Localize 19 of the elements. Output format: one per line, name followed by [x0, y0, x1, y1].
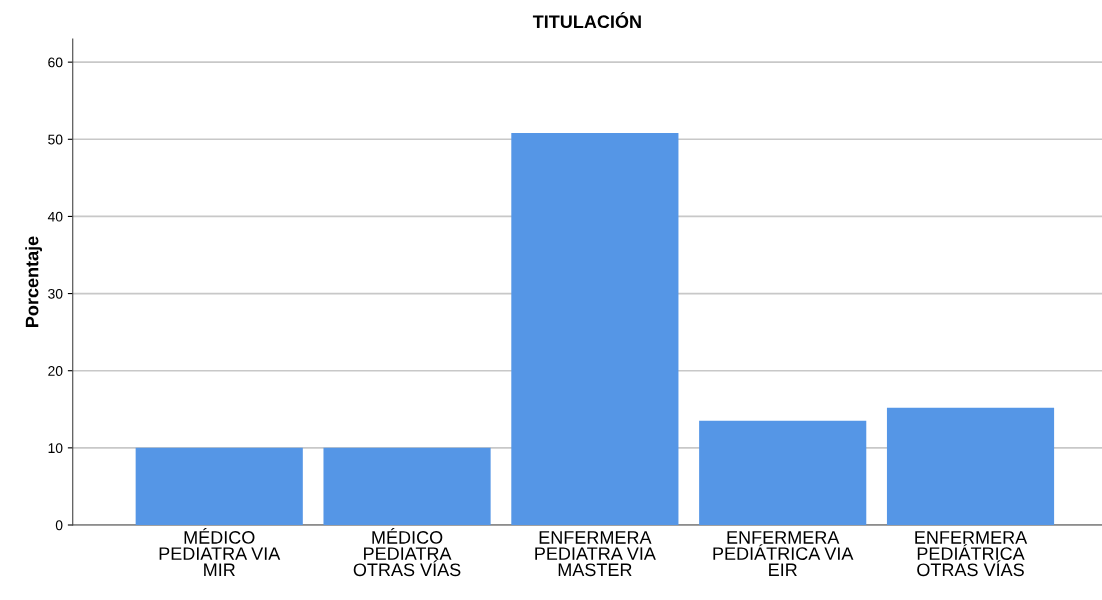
y-tick-label: 60 [48, 57, 63, 68]
y-tick-label: 50 [48, 134, 63, 145]
bar [323, 447, 491, 525]
bar [135, 447, 303, 525]
y-axis-title: Porcentaje [25, 236, 43, 327]
y-tick-label: 20 [48, 366, 63, 376]
x-tick-label: ENFERMERA PEDIÁTRICA VIA EIR [713, 531, 854, 576]
y-tick-label: 10 [48, 443, 63, 454]
y-tick-label: 30 [48, 288, 63, 299]
y-tick-label: 40 [47, 211, 63, 222]
x-tick-label: MÉDICO PEDIATRA OTRAS VÍAS [353, 527, 461, 577]
y-tick-label: 0 [55, 520, 63, 531]
bar [886, 407, 1055, 525]
x-tick-label: MÉDICO PEDIATRA VIA MIR [159, 527, 281, 576]
bar [511, 133, 679, 525]
bar [699, 420, 867, 525]
x-tick-label: ENFERMERA PEDIATRA VIA MASTER [535, 531, 656, 577]
chart-title: TITULACIÓN [532, 11, 641, 29]
x-tick-label: ENFERMERA PEDIÁTRICA OTRAS VÍAS [915, 531, 1028, 577]
